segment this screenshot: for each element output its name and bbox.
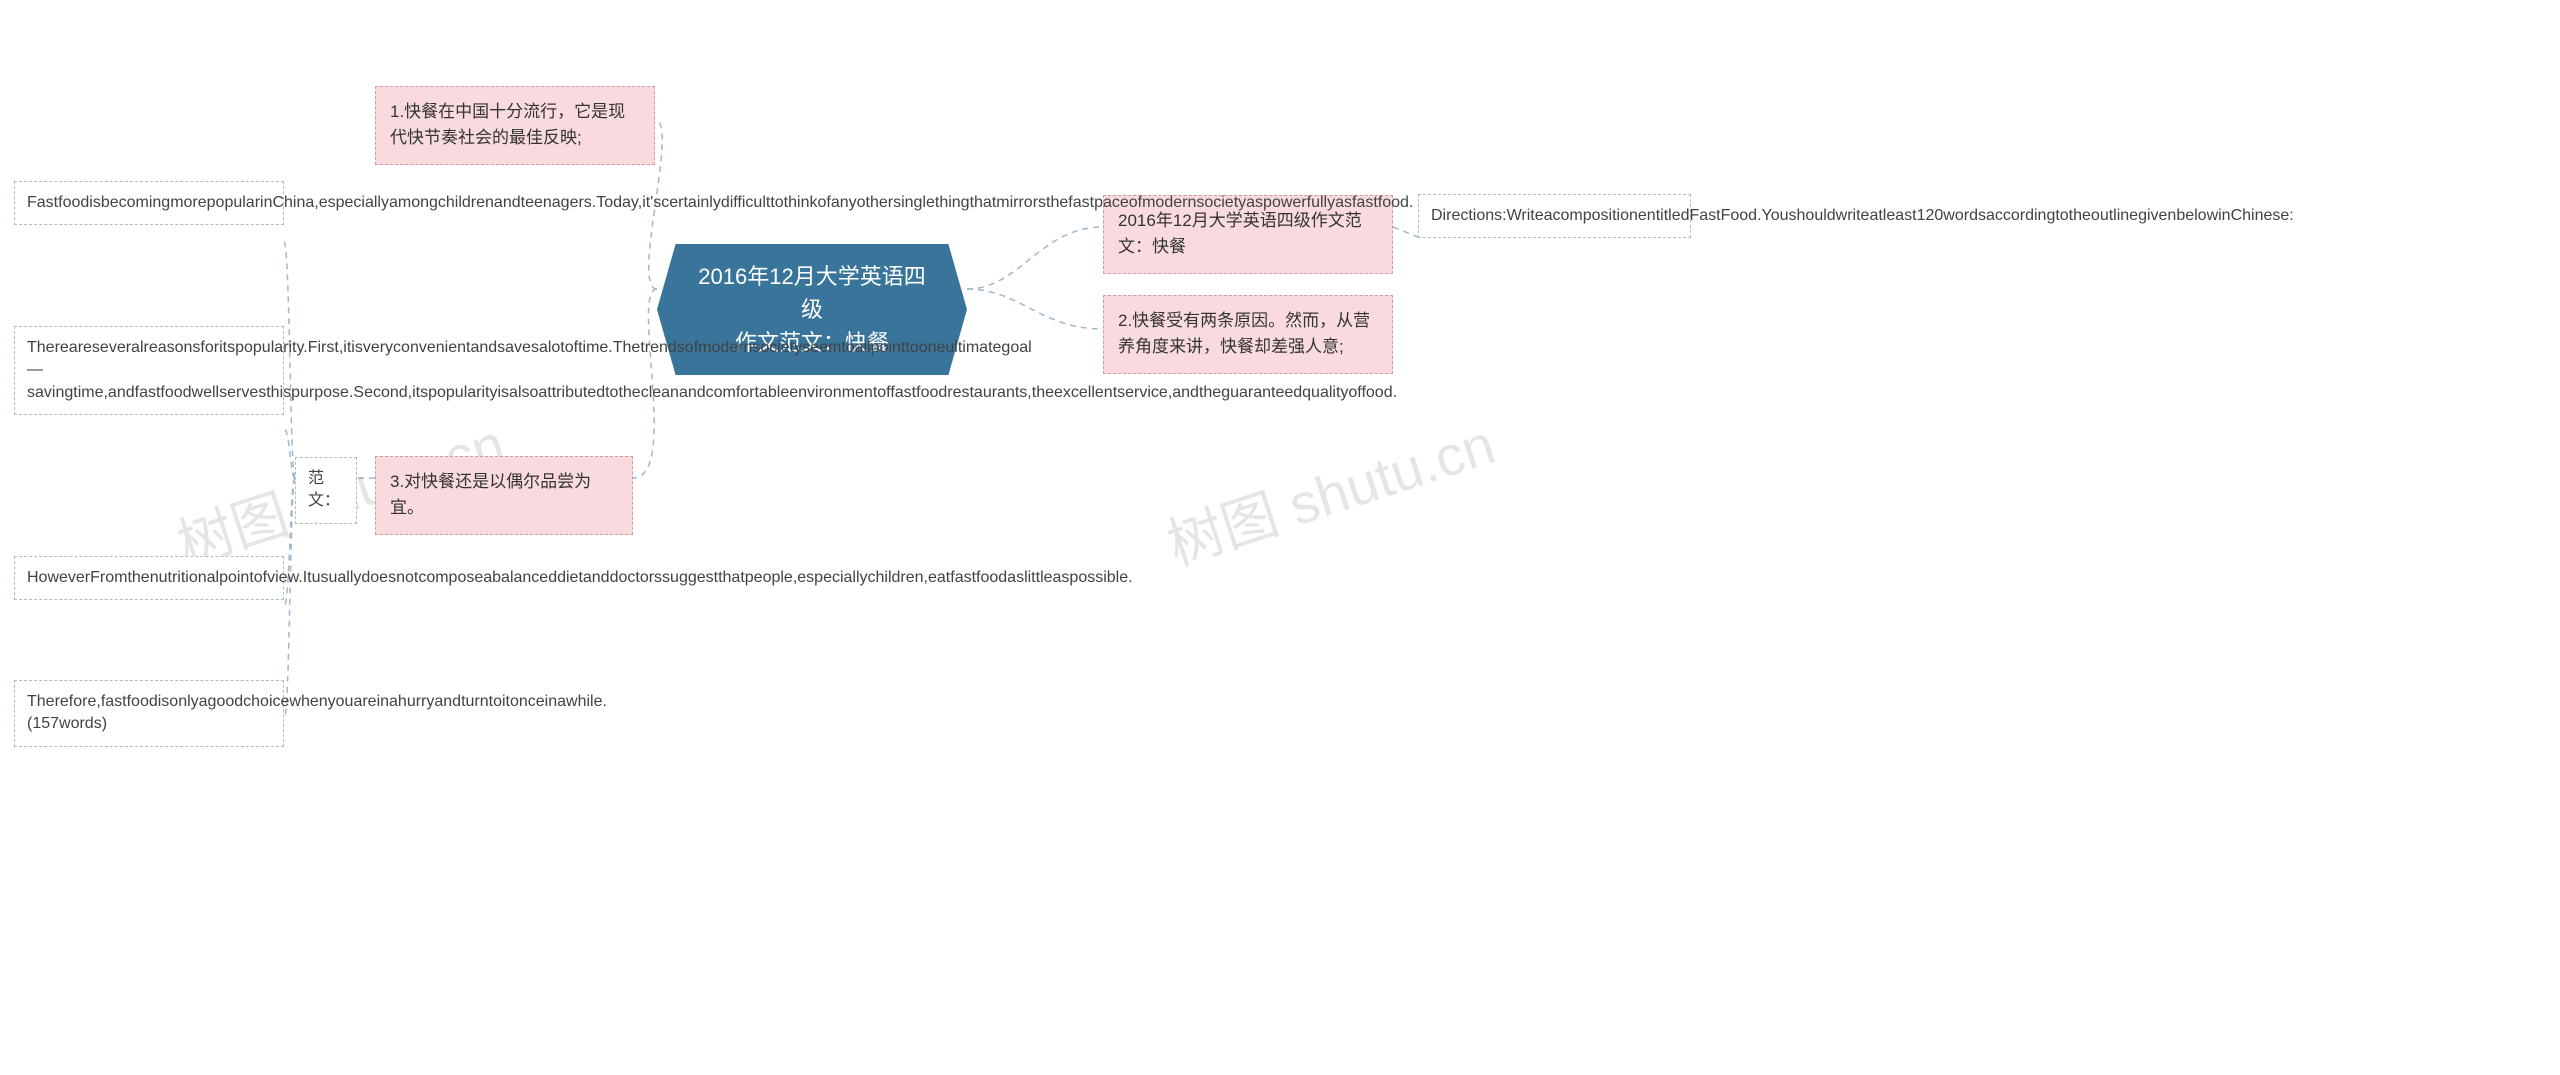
connector: [967, 289, 1103, 329]
node-text: Directions:WriteacompositionentitledFast…: [1431, 207, 2294, 224]
mindmap-node-paragraph1[interactable]: FastfoodisbecomingmorepopularinChina,esp…: [14, 181, 284, 225]
mindmap-node-point1[interactable]: 1.快餐在中国十分流行，它是现代快节奏社会的最佳反映;: [375, 86, 655, 165]
mindmap-node-paragraph2[interactable]: Thereareseveralreasonsforitspopularity.F…: [14, 326, 284, 415]
connector: [1393, 227, 1418, 237]
connector: [967, 227, 1103, 289]
mindmap-node-directions[interactable]: Directions:WriteacompositionentitledFast…: [1418, 194, 1691, 238]
connector: [284, 429, 295, 478]
mindmap-node-paragraph4[interactable]: Therefore,fastfoodisonlyagoodchoicewheny…: [14, 680, 284, 747]
node-text: 2016年12月大学英语四级作文范文：快餐: [1118, 211, 1362, 256]
node-text: 2.快餐受有两条原因。然而，从营养角度来讲，快餐却差强人意;: [1118, 311, 1370, 356]
node-text: 1.快餐在中国十分流行，它是现代快节奏社会的最佳反映;: [390, 102, 625, 147]
watermark: 树图 shutu.cn: [1156, 400, 1504, 582]
mindmap-node-paragraph3[interactable]: HoweverFromthenutritionalpointofview.Itu…: [14, 556, 284, 600]
connector: [284, 478, 295, 719]
node-text: HoweverFromthenutritionalpointofview.Itu…: [27, 569, 1133, 586]
mindmap-node-fanwen-label[interactable]: 范文：: [295, 457, 357, 524]
mindmap-node-point3[interactable]: 3.对快餐还是以偶尔品尝为宜。: [375, 456, 633, 535]
node-text: Therefore,fastfoodisonlyagoodchoicewheny…: [27, 693, 607, 732]
node-text: 范文：: [308, 470, 340, 509]
connector: [284, 242, 295, 478]
node-text: 3.对快餐还是以偶尔品尝为宜。: [390, 472, 591, 517]
mindmap-node-point2[interactable]: 2.快餐受有两条原因。然而，从营养角度来讲，快餐却差强人意;: [1103, 295, 1393, 374]
node-text: FastfoodisbecomingmorepopularinChina,esp…: [27, 194, 1413, 211]
